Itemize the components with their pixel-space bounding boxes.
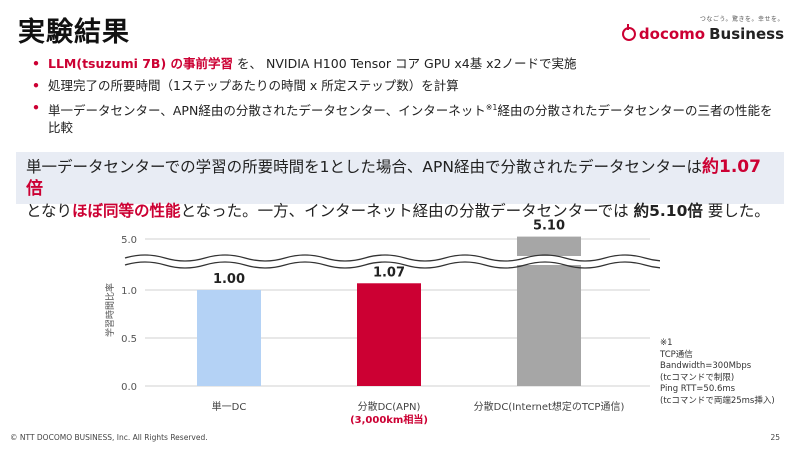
company-logo: つなごう。驚きを。幸せを。 docomo Business: [619, 14, 784, 43]
footnote-note: ※1 TCP通信 Bandwidth=300Mbps (tcコマンドで制限) P…: [660, 338, 775, 406]
bullet-item: • 単一データセンター、APN経由の分散されたデータセンター、インターネット※1…: [30, 99, 782, 136]
summary-box: 単一データセンターでの学習の所要時間を1とした場合、APN経由で分散されたデータ…: [16, 152, 784, 220]
y-tick-label: 0.0: [121, 382, 137, 393]
summary-apn-ratio: 約1.07倍: [26, 157, 761, 199]
axis-break-line: [124, 254, 660, 262]
bullet-list: • LLM(tsuzumi 7B) の事前学習 を、 NVIDIA H100 T…: [30, 55, 782, 141]
footnote-ref: ※1: [485, 103, 498, 112]
bullet-dot-icon: •: [32, 100, 40, 115]
y-axis-label: 学習時間比率: [104, 283, 116, 337]
logo-division: Business: [709, 25, 784, 43]
logo-brand: docomo: [638, 25, 706, 43]
x-category-label: 単一DC: [212, 400, 247, 413]
x-category-sublabel: (3,000km相当): [350, 413, 428, 426]
bar: [357, 283, 421, 386]
bar-value-label: 5.10: [533, 219, 565, 234]
x-category-label: 分散DC(Internet想定のTCP通信): [474, 400, 625, 413]
summary-text: 単一データセンターでの学習の所要時間を1とした場合、APN経由で分散されたデータ…: [26, 158, 702, 176]
axis-break-line: [124, 261, 660, 269]
x-category-label: 分散DC(APN): [358, 400, 421, 413]
bullet-text: を、 NVIDIA H100 Tensor コア GPU x4基 x2ノードで実…: [233, 56, 577, 71]
bar: [197, 290, 261, 386]
bullet-item: • LLM(tsuzumi 7B) の事前学習 を、 NVIDIA H100 T…: [30, 55, 782, 72]
bullet-dot-icon: •: [32, 56, 40, 71]
page-title: 実験結果: [18, 17, 130, 48]
summary-text: 要した。: [702, 202, 770, 220]
bar-value-label: 1.07: [373, 265, 405, 280]
page-number: 25: [770, 433, 780, 442]
bullet-text: 処理完了の所要時間（1ステップあたりの時間 x 所定ステップ数）を計算: [48, 78, 459, 93]
bullet-text-cont: 経由の分散されたデータセンターの三者の性能を比較: [48, 103, 773, 136]
bullet-highlight: LLM(tsuzumi 7B) の事前学習: [48, 56, 234, 71]
summary-text: となり: [26, 202, 73, 220]
summary-text: となった。一方、インターネット経由の分散データセンターでは: [180, 202, 634, 220]
summary-highlight: ほぼ同等の性能: [72, 202, 181, 220]
bar-chart: 0.0 0.5 1.0 5.0 学習時間比率 1.00 単一DC 1.07 分散DC(APN)(…: [104, 219, 660, 426]
copyright-footer: © NTT DOCOMO BUSINESS, Inc. All Rights R…: [10, 433, 208, 442]
docomo-mark-icon: [621, 24, 636, 41]
logo-tagline: つなごう。驚きを。幸せを。: [699, 16, 784, 23]
bullet-item: • 処理完了の所要時間（1ステップあたりの時間 x 所定ステップ数）を計算: [30, 77, 782, 94]
summary-internet-ratio: 約5.10倍: [633, 202, 703, 220]
bullet-text: 単一データセンター、APN経由の分散されたデータセンター、インターネット: [48, 103, 486, 119]
axis-break-band: [125, 256, 660, 265]
y-tick-label: 1.0: [121, 286, 137, 297]
y-tick-label: 0.5: [121, 334, 137, 345]
y-tick-label: 5.0: [121, 235, 137, 246]
bullet-dot-icon: •: [32, 78, 40, 93]
bar-value-label: 1.00: [213, 272, 245, 287]
